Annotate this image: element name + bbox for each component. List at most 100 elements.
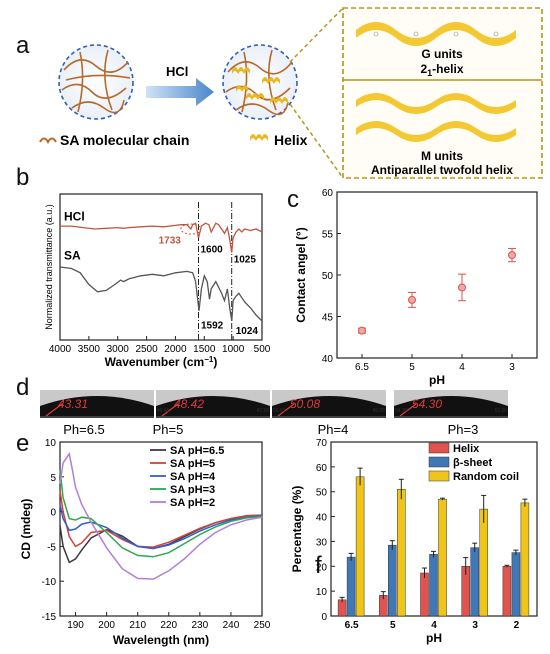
panel-f-letter: f (315, 552, 322, 579)
legend-label: Random coil (453, 471, 519, 483)
tangent-line (161, 403, 179, 417)
y-tick-label: 45 (322, 313, 334, 324)
y-tick-label: -15 (42, 612, 57, 623)
ph-header: Ph=4 (318, 422, 349, 437)
y-tick-label: 30 (316, 537, 328, 548)
bar (429, 554, 438, 617)
bar (438, 498, 447, 617)
y-tick-label: 60 (322, 188, 334, 199)
helix-legend-icon (250, 134, 268, 141)
small-right-value: 53.20 (494, 408, 507, 414)
helix-marks (232, 67, 288, 104)
angle-value: 50.08 (290, 397, 320, 411)
small-right-value: 49.95 (372, 408, 385, 414)
y-axis-label: Normalized transmittance (a.u.) (44, 204, 54, 330)
peak-label: 1600 (201, 244, 224, 255)
ftir-chart: 4000 3500 3000 2500 2000 1500 1000 500 HCl SA 1733… (44, 193, 271, 369)
small-left-value: 49.49 (157, 408, 170, 414)
legend-label: SA pH=4 (170, 471, 216, 483)
legend-swatch (428, 470, 450, 482)
droplet-image: 50.08 50.01 49.95 (272, 390, 386, 418)
bar (397, 488, 406, 617)
series-line (59, 451, 263, 580)
plot-frame (59, 441, 263, 617)
x-tick-label: 5 (409, 362, 415, 373)
peak-label: 1024 (236, 326, 259, 337)
x-tick-label: 190 (67, 620, 84, 631)
inset-bottom-title: M units (421, 149, 463, 163)
bar (420, 572, 429, 617)
y-tick-label: 50 (322, 271, 334, 282)
angle-value: 48.42 (174, 397, 204, 411)
inset-top-title: G units (421, 47, 463, 61)
angle-value: 54.30 (412, 397, 442, 411)
bar (520, 502, 530, 617)
legend-label: SA pH=3 (170, 484, 215, 496)
x-tick-label: 3500 (78, 344, 101, 355)
panel-d-letter: d (16, 374, 30, 401)
surface-line (272, 416, 386, 418)
surface-line (40, 416, 154, 418)
hcl-arrow (146, 78, 214, 106)
series-line-hcl (60, 222, 263, 253)
y-tick-label: 10 (45, 438, 57, 449)
series-line (59, 469, 263, 558)
y-tick-label: 0 (321, 612, 327, 623)
m-units-helix-drawing (356, 93, 516, 142)
x-tick-label: 5 (390, 620, 396, 631)
data-point (408, 295, 416, 304)
bar (388, 544, 397, 617)
ph-header: Ph=3 (448, 422, 479, 437)
arrow-label: HCl (166, 64, 188, 79)
panel-e-letter: e (16, 430, 30, 457)
small-left-value: 54.30 (395, 408, 408, 414)
y-tick-label: 70 (316, 438, 328, 449)
x-tick-label: 200 (98, 620, 115, 631)
y-tick-label: 0 (50, 508, 56, 519)
legend-chain-label: SA molecular chain (60, 132, 189, 148)
panel-a-letter: a (16, 32, 30, 59)
x-tick-label: 1500 (193, 344, 216, 355)
droplet-shape (40, 396, 154, 418)
y-tick-label: 20 (316, 562, 328, 573)
droplet-image: 54.30 54.30 53.20 (394, 390, 508, 418)
legend-label: SA pH=2 (170, 497, 215, 509)
droplet-image: 43.31 (40, 390, 154, 418)
x-tick-label: 210 (129, 620, 146, 631)
ph-header: Ph=6.5 (63, 422, 105, 437)
series-line-sa (59, 266, 263, 322)
y-tick-label: 55 (322, 230, 334, 241)
x-tick-label: 6.5 (355, 362, 369, 373)
legend-label: β-sheet (453, 457, 492, 469)
y-tick-label: 40 (322, 354, 334, 365)
data-point (458, 283, 466, 292)
x-tick-label: 240 (223, 620, 240, 631)
y-tick-label: -5 (47, 542, 56, 553)
sa-chains (61, 49, 131, 114)
y-axis-label: CD (mdeg) (19, 499, 33, 560)
legend-swatch (428, 442, 450, 454)
droplet-shape (156, 396, 270, 418)
y-tick-label: 5 (50, 473, 56, 484)
sa-solution-circle (58, 44, 134, 120)
bar (502, 566, 512, 617)
x-tick-label: 250 (254, 620, 271, 631)
legend-helix-label: Helix (274, 132, 308, 148)
data-point (358, 326, 366, 335)
x-tick-label: 4000 (49, 344, 72, 355)
x-tick-label: 500 (254, 344, 271, 355)
legend-label: SA pH=5 (170, 458, 215, 470)
x-axis-label: Wavelength (nm) (113, 633, 209, 647)
y-tick-label: 60 (316, 463, 328, 474)
series-line (59, 504, 263, 550)
small-left-value: 50.01 (273, 408, 286, 414)
droplet-shape (272, 396, 386, 418)
tangent-line (45, 403, 63, 417)
droplet-images: 43.31 48.42 49.49 47.56 50.08 50.01 49.95 54.30… (40, 390, 508, 418)
x-tick-label: 3 (509, 362, 515, 373)
y-tick-label: 10 (316, 587, 328, 598)
x-tick-label: 220 (160, 620, 177, 631)
x-tick-label: 2500 (135, 344, 158, 355)
legend-swatch (428, 456, 450, 468)
legend-label: Helix (453, 443, 480, 455)
